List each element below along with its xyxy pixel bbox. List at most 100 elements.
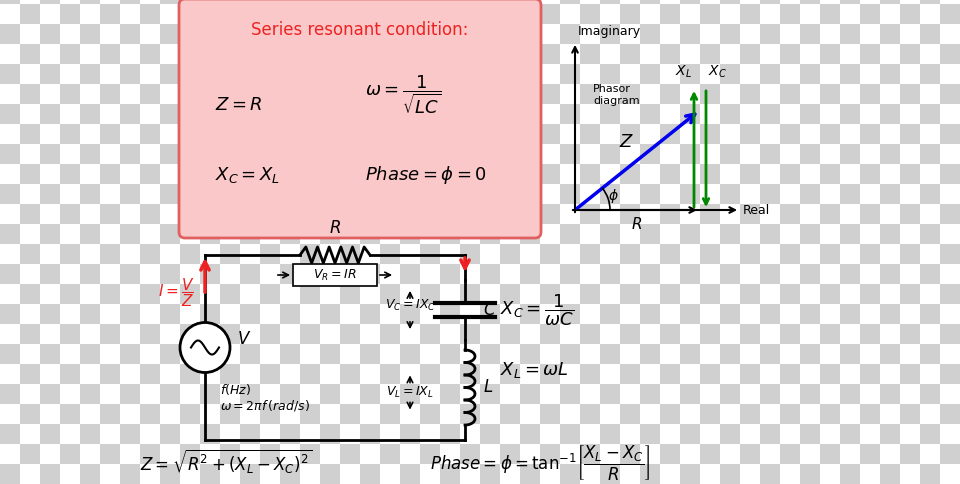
Bar	[880, 64, 900, 84]
Bar	[700, 204, 720, 224]
Bar	[580, 304, 600, 324]
Bar	[920, 304, 940, 324]
Bar	[860, 144, 880, 164]
Bar	[360, 104, 380, 124]
Bar	[380, 144, 400, 164]
Bar	[200, 184, 220, 204]
Bar	[740, 404, 760, 424]
Bar	[900, 384, 920, 404]
Bar	[680, 324, 700, 344]
Bar	[620, 4, 640, 24]
Bar	[400, 144, 420, 164]
Bar	[400, 164, 420, 184]
Bar	[60, 364, 80, 384]
Bar	[40, 44, 60, 64]
Bar	[520, 184, 540, 204]
Bar	[160, 24, 180, 44]
Bar	[160, 404, 180, 424]
Bar	[780, 64, 800, 84]
Bar	[760, 444, 780, 464]
Bar	[520, 84, 540, 104]
Bar	[720, 284, 740, 304]
Bar	[440, 264, 460, 284]
Bar	[480, 444, 500, 464]
Bar	[60, 304, 80, 324]
Bar	[780, 424, 800, 444]
Bar	[880, 184, 900, 204]
Bar	[320, 4, 340, 24]
Bar	[740, 364, 760, 384]
Bar	[720, 144, 740, 164]
Bar	[700, 64, 720, 84]
Bar	[660, 44, 680, 64]
Bar	[560, 424, 580, 444]
Bar	[120, 344, 140, 364]
Text: Series resonant condition:: Series resonant condition:	[252, 21, 468, 39]
Bar	[700, 124, 720, 144]
Text: $R$: $R$	[329, 219, 341, 237]
Bar	[420, 444, 440, 464]
Bar	[400, 264, 420, 284]
Bar	[220, 244, 240, 264]
Bar	[280, 244, 300, 264]
Bar	[20, 104, 40, 124]
Bar	[140, 44, 160, 64]
Bar	[120, 404, 140, 424]
Bar	[700, 304, 720, 324]
Bar	[700, 244, 720, 264]
Bar	[360, 284, 380, 304]
Bar	[320, 384, 340, 404]
Bar	[0, 164, 20, 184]
Bar	[340, 64, 360, 84]
Bar	[80, 204, 100, 224]
Bar	[620, 364, 640, 384]
Bar	[840, 224, 860, 244]
Bar	[580, 384, 600, 404]
Bar	[520, 104, 540, 124]
Bar	[440, 444, 460, 464]
Bar	[860, 324, 880, 344]
Bar	[780, 264, 800, 284]
Bar	[220, 124, 240, 144]
Bar	[360, 44, 380, 64]
Bar	[20, 24, 40, 44]
Bar	[900, 44, 920, 64]
Bar	[680, 84, 700, 104]
Bar	[420, 0, 440, 4]
Bar	[420, 64, 440, 84]
Bar	[240, 464, 260, 484]
Bar	[100, 24, 120, 44]
Bar	[480, 44, 500, 64]
Bar	[920, 424, 940, 444]
Bar	[360, 464, 380, 484]
Bar	[480, 344, 500, 364]
Bar	[180, 364, 200, 384]
Bar	[0, 284, 20, 304]
Bar	[420, 464, 440, 484]
Bar	[740, 164, 760, 184]
Bar	[500, 184, 520, 204]
Bar	[340, 84, 360, 104]
Bar	[320, 464, 340, 484]
Bar	[260, 444, 280, 464]
Bar	[220, 64, 240, 84]
Bar	[40, 0, 60, 4]
Bar	[440, 344, 460, 364]
Bar	[600, 304, 620, 324]
Bar	[700, 224, 720, 244]
Bar	[880, 0, 900, 4]
Bar	[580, 4, 600, 24]
Bar	[140, 64, 160, 84]
Bar	[80, 24, 100, 44]
Bar	[900, 244, 920, 264]
Bar	[920, 124, 940, 144]
Bar	[180, 124, 200, 144]
Bar	[420, 244, 440, 264]
Bar	[680, 444, 700, 464]
Bar	[620, 224, 640, 244]
Bar	[40, 244, 60, 264]
Bar	[740, 144, 760, 164]
Bar	[780, 84, 800, 104]
Bar	[640, 104, 660, 124]
Bar	[560, 0, 580, 4]
